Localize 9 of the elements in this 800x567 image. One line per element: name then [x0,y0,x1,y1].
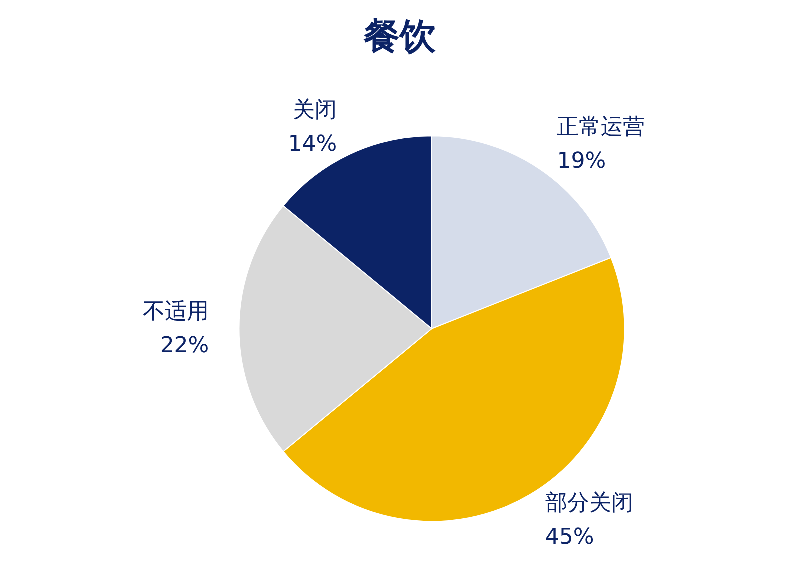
data-label: 45% [545,525,594,550]
data-label: 19% [557,149,606,174]
slice-label: 不适用 [143,299,210,324]
data-label: 22% [160,333,210,358]
chart-title: 餐饮 [363,16,437,58]
slice-label: 正常运营 [557,115,646,140]
slice-label: 部分关闭 [545,491,634,516]
data-label: 14% [288,132,338,157]
slice-label: 关闭 [293,98,338,123]
